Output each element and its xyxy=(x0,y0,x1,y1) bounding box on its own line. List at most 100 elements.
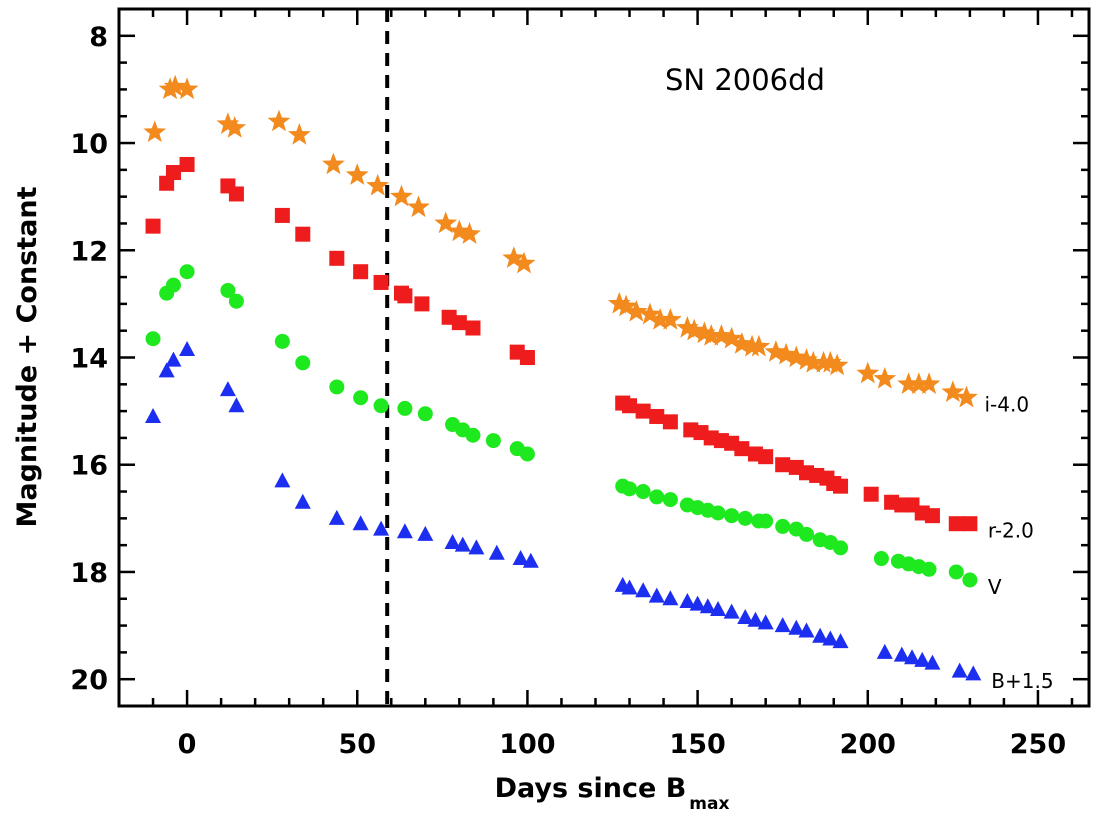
data-point xyxy=(624,299,648,322)
data-point xyxy=(295,355,311,371)
data-point xyxy=(825,353,849,376)
data-point xyxy=(451,315,467,331)
data-point xyxy=(417,525,434,541)
data-point xyxy=(622,398,638,414)
y-tick-label: 16 xyxy=(70,451,108,482)
series-labels: i-4.0 r-2.0 V B+1.5 xyxy=(984,393,1053,693)
data-point xyxy=(951,662,968,678)
data-point xyxy=(295,226,311,242)
data-point xyxy=(179,156,195,172)
data-point xyxy=(734,441,750,457)
series-triangle xyxy=(145,340,982,681)
data-point xyxy=(833,478,849,494)
data-point xyxy=(914,651,931,667)
data-point xyxy=(396,523,413,539)
data-point xyxy=(485,433,501,449)
data-point xyxy=(799,526,815,542)
data-point xyxy=(662,590,679,606)
data-point xyxy=(622,481,638,497)
data-point xyxy=(228,397,245,413)
data-point xyxy=(679,592,696,608)
data-point xyxy=(145,218,161,234)
data-point xyxy=(417,406,433,422)
data-point xyxy=(863,486,879,502)
data-point xyxy=(758,449,774,465)
data-point xyxy=(924,654,941,670)
data-point xyxy=(635,403,651,419)
data-point xyxy=(788,619,805,635)
data-points xyxy=(143,74,982,681)
data-point xyxy=(699,324,723,346)
data-point xyxy=(414,296,430,312)
data-point xyxy=(737,609,754,625)
data-point xyxy=(798,622,815,638)
y-tick-label: 20 xyxy=(70,665,108,696)
x-tick-label: 0 xyxy=(178,729,197,760)
data-point xyxy=(143,120,167,143)
data-point xyxy=(165,165,181,181)
data-point xyxy=(373,520,390,536)
data-point xyxy=(635,484,651,500)
data-point xyxy=(329,250,345,266)
data-point xyxy=(723,603,740,619)
data-point xyxy=(352,515,369,531)
sn-annotation: SN 2006dd xyxy=(665,63,825,97)
data-point xyxy=(502,246,526,269)
data-point xyxy=(488,544,505,560)
data-point xyxy=(907,372,931,395)
data-point xyxy=(648,587,665,603)
series-label: B+1.5 xyxy=(991,669,1053,693)
data-point xyxy=(366,173,390,196)
data-point xyxy=(948,564,964,580)
x-tick-label: 100 xyxy=(499,729,555,760)
data-point xyxy=(757,614,774,630)
y-tick-label: 12 xyxy=(70,236,108,267)
data-point xyxy=(165,351,182,367)
data-point xyxy=(893,646,910,662)
x-tick-label: 50 xyxy=(338,729,376,760)
data-point xyxy=(720,326,744,349)
data-point xyxy=(267,109,291,132)
series-square xyxy=(145,156,978,532)
data-point xyxy=(638,302,662,325)
data-point xyxy=(145,407,162,423)
data-point xyxy=(924,508,940,524)
series-circle xyxy=(145,264,978,588)
data-point xyxy=(856,361,880,384)
data-point xyxy=(274,207,290,223)
data-point xyxy=(407,195,430,218)
data-point xyxy=(621,579,638,595)
data-point xyxy=(353,264,369,280)
series-label: V xyxy=(988,575,1002,599)
data-point xyxy=(948,516,964,532)
y-tick-label: 8 xyxy=(89,22,108,53)
plot-frame xyxy=(117,7,1091,708)
data-point xyxy=(223,116,247,138)
data-point xyxy=(635,582,652,598)
series-label: i-4.0 xyxy=(984,393,1029,417)
data-point xyxy=(512,251,536,274)
data-point xyxy=(454,536,471,552)
x-tick-label: 200 xyxy=(840,729,896,760)
data-point xyxy=(458,222,481,244)
data-point xyxy=(710,505,726,521)
data-point xyxy=(447,219,471,242)
data-point xyxy=(917,372,941,395)
data-point xyxy=(873,551,889,567)
data-point xyxy=(444,533,461,549)
data-point xyxy=(833,540,849,556)
data-point xyxy=(921,561,937,577)
data-point xyxy=(775,518,791,534)
data-point xyxy=(662,414,678,430)
data-point xyxy=(614,294,638,317)
data-point xyxy=(328,509,345,525)
data-point xyxy=(465,320,481,336)
data-point xyxy=(822,630,839,646)
data-point xyxy=(775,457,791,473)
data-point xyxy=(274,333,290,349)
data-point xyxy=(710,600,727,616)
data-point xyxy=(747,334,771,357)
data-point xyxy=(682,318,706,341)
